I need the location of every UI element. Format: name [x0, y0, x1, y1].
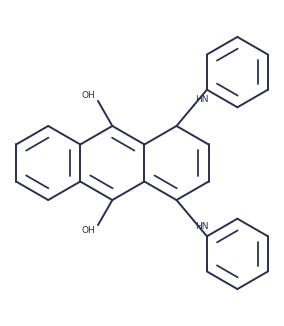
Text: OH: OH — [81, 91, 95, 100]
Text: OH: OH — [81, 226, 95, 235]
Text: HN: HN — [195, 222, 208, 230]
Text: HN: HN — [195, 96, 208, 104]
